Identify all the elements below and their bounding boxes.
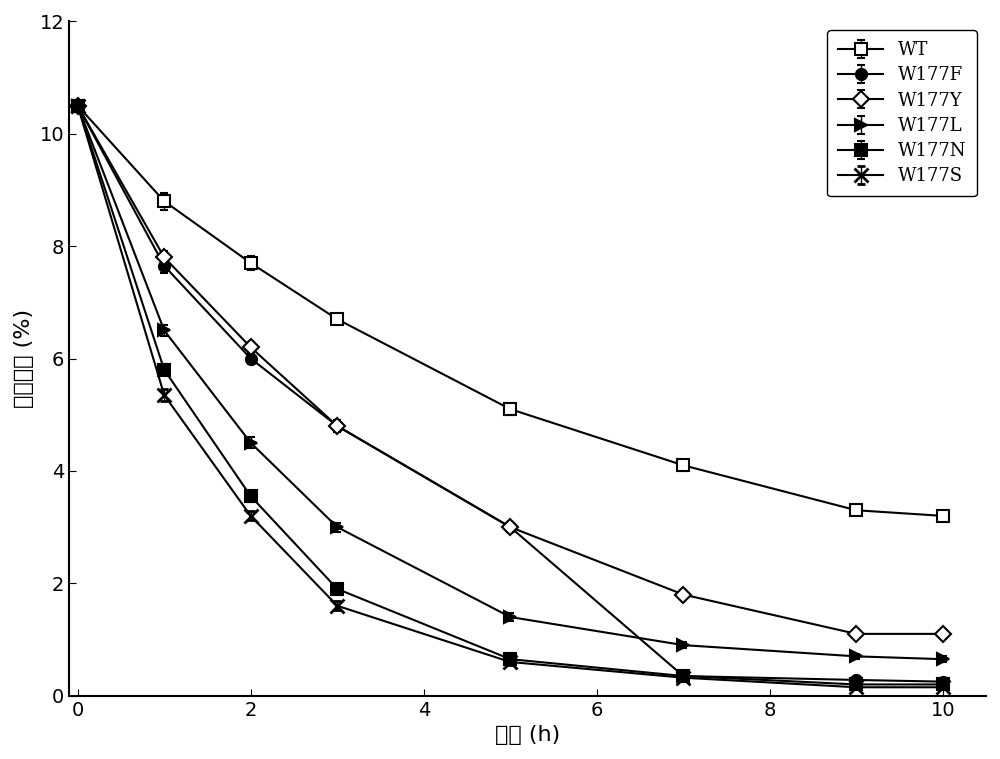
Legend: WT, W177F, W177Y, W177L, W177N, W177S: WT, W177F, W177Y, W177L, W177N, W177S <box>827 30 977 196</box>
Y-axis label: 三糖含量 (%): 三糖含量 (%) <box>14 309 34 408</box>
X-axis label: 时间 (h): 时间 (h) <box>495 725 560 745</box>
